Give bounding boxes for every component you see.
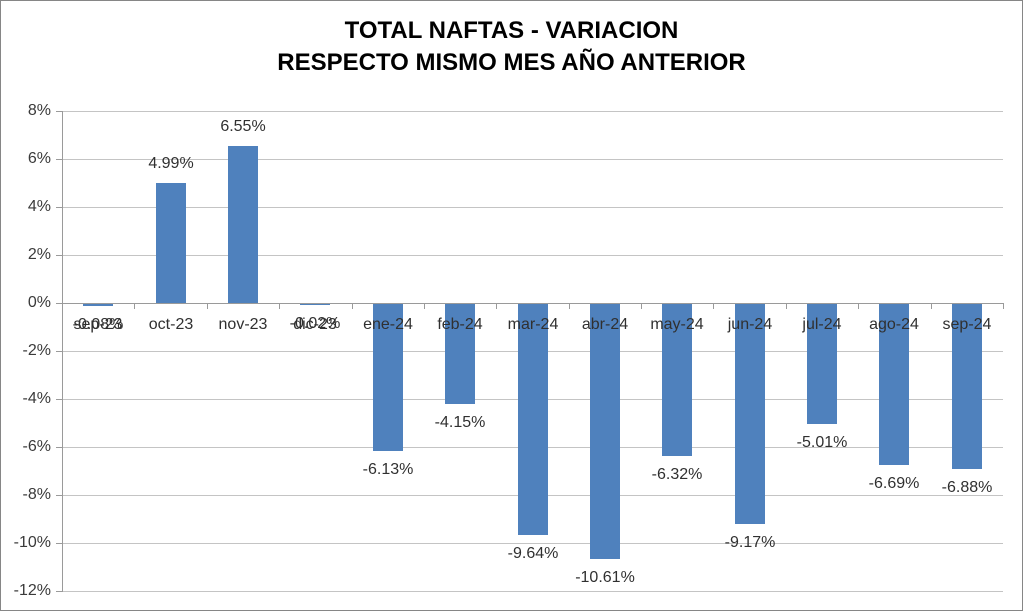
y-axis-line xyxy=(62,111,63,592)
gridline xyxy=(62,591,1003,592)
x-axis-tick xyxy=(62,303,63,309)
x-axis-label: nov-23 xyxy=(218,316,268,333)
y-axis-tick xyxy=(56,351,62,352)
bar xyxy=(807,304,837,424)
y-axis-tick xyxy=(56,447,62,448)
bar-value-label: -0.08% xyxy=(72,316,124,333)
y-axis-label: 0% xyxy=(27,294,51,311)
y-axis-label: -8% xyxy=(22,486,51,503)
y-axis-tick xyxy=(56,303,62,304)
bar-value-label: -0.02% xyxy=(289,315,341,332)
chart-title-line1: TOTAL NAFTAS - VARIACION xyxy=(344,17,679,44)
x-axis-label: sep-24 xyxy=(942,316,992,333)
y-axis-label: 8% xyxy=(27,102,51,119)
x-axis-tick xyxy=(713,303,714,309)
y-axis-tick xyxy=(56,543,62,544)
x-axis-line xyxy=(62,303,1003,304)
y-axis-tick xyxy=(56,207,62,208)
gridline xyxy=(62,543,1003,544)
x-axis-label: feb-24 xyxy=(437,316,483,333)
y-axis-tick xyxy=(56,159,62,160)
y-axis-label: 4% xyxy=(27,198,51,215)
bar xyxy=(952,304,982,469)
y-axis-tick xyxy=(56,111,62,112)
x-axis-tick xyxy=(496,303,497,309)
x-axis-tick xyxy=(569,303,570,309)
bar-value-label: -6.13% xyxy=(362,461,414,478)
x-axis-label: ene-24 xyxy=(363,316,413,333)
y-axis-tick xyxy=(56,495,62,496)
bar xyxy=(662,304,692,456)
x-axis-label: abr-24 xyxy=(581,316,629,333)
x-axis-tick xyxy=(858,303,859,309)
x-axis-tick xyxy=(134,303,135,309)
bar xyxy=(228,146,258,303)
chart-title: TOTAL NAFTAS - VARIACION RESPECTO MISMO … xyxy=(1,15,1022,79)
x-axis-label: dic-23 xyxy=(293,316,337,333)
y-axis-label: -12% xyxy=(13,582,51,599)
y-axis-label: 6% xyxy=(27,150,51,167)
x-axis-label: ago-24 xyxy=(869,316,919,333)
bar xyxy=(300,304,330,305)
x-axis-label: oct-23 xyxy=(148,316,194,333)
x-axis-tick xyxy=(641,303,642,309)
bar xyxy=(879,304,909,465)
x-axis-tick xyxy=(931,303,932,309)
x-axis-label: jul-24 xyxy=(802,316,842,333)
bar xyxy=(590,304,620,559)
gridline xyxy=(62,111,1003,112)
gridline xyxy=(62,159,1003,160)
bar xyxy=(445,304,475,404)
bar-value-label: -5.01% xyxy=(796,434,848,451)
x-axis-label: mar-24 xyxy=(507,316,559,333)
x-axis-label: sep-23 xyxy=(73,316,123,333)
bar-value-label: 6.55% xyxy=(220,118,266,135)
bar-value-label: -4.15% xyxy=(434,414,486,431)
y-axis-label: -6% xyxy=(22,438,51,455)
chart-title-line2: RESPECTO MISMO MES AÑO ANTERIOR xyxy=(277,49,746,76)
bar-value-label: -9.64% xyxy=(507,545,559,562)
x-axis-tick xyxy=(279,303,280,309)
x-axis-tick xyxy=(424,303,425,309)
gridline xyxy=(62,207,1003,208)
bar-value-label: -6.88% xyxy=(941,479,993,496)
bar xyxy=(373,304,403,451)
x-axis-label: jun-24 xyxy=(727,316,773,333)
x-axis-tick xyxy=(207,303,208,309)
x-axis-label: may-24 xyxy=(650,316,704,333)
x-axis-tick xyxy=(352,303,353,309)
gridline xyxy=(62,255,1003,256)
bar-value-label: -6.32% xyxy=(651,466,703,483)
bar xyxy=(83,304,113,306)
bar-value-label: -9.17% xyxy=(724,534,776,551)
bar-value-label: 4.99% xyxy=(148,155,194,172)
bar xyxy=(156,183,186,303)
x-axis-tick xyxy=(1003,303,1004,309)
y-axis-label: -4% xyxy=(22,390,51,407)
bar xyxy=(735,304,765,524)
y-axis-tick xyxy=(56,399,62,400)
y-axis-tick xyxy=(56,591,62,592)
y-axis-tick xyxy=(56,255,62,256)
y-axis-label: -10% xyxy=(13,534,51,551)
bar-value-label: -10.61% xyxy=(575,569,635,586)
bar-value-label: -6.69% xyxy=(868,475,920,492)
x-axis-tick xyxy=(786,303,787,309)
y-axis-label: -2% xyxy=(22,342,51,359)
y-axis-label: 2% xyxy=(27,246,51,263)
bar xyxy=(518,304,548,535)
